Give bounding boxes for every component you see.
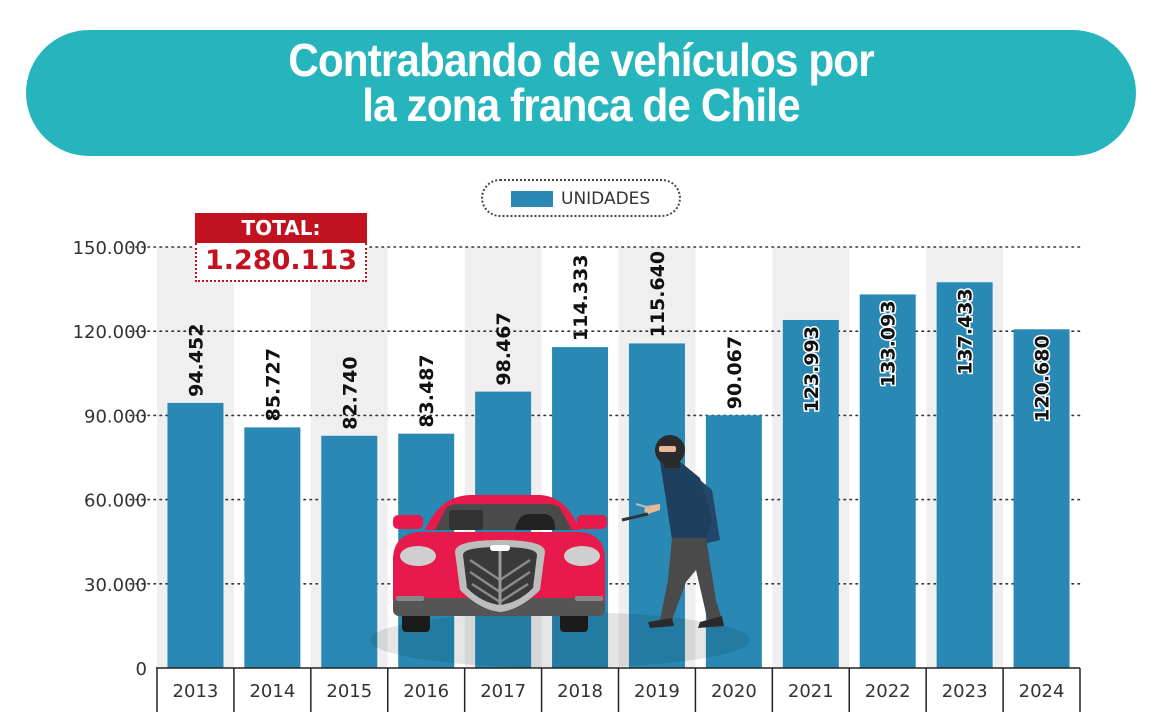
legend-label: UNIDADES — [561, 189, 651, 209]
x-tick-label: 2022 — [865, 681, 911, 702]
red-car-icon — [393, 495, 607, 632]
legend-swatch — [511, 191, 553, 207]
y-axis-ticks: 0 30.000 60.000 90.000 120.000 150.000 — [73, 238, 147, 680]
x-axis — [156, 667, 1081, 712]
value-label: 114.333 — [570, 255, 592, 342]
value-label: 120.680 — [1032, 335, 1054, 422]
value-labels: 94.452 85.727 82.740 83.487 98.467 114.333 115… — [185, 251, 1055, 430]
y-tick-label: 60.000 — [84, 491, 147, 512]
total-label: TOTAL: — [195, 213, 367, 243]
total-value: 1.280.113 — [195, 243, 367, 282]
y-tick-label: 0 — [136, 659, 147, 680]
x-tick-label: 2018 — [557, 681, 603, 702]
x-tick-label: 2017 — [480, 681, 526, 702]
value-label: 83.487 — [416, 354, 438, 427]
x-tick-label: 2014 — [249, 681, 295, 702]
x-tick-label: 2013 — [173, 681, 219, 702]
bar-2024 — [1013, 329, 1070, 668]
value-label: 94.452 — [185, 324, 207, 397]
value-label: 98.467 — [493, 312, 515, 385]
x-tick-label: 2016 — [403, 681, 449, 702]
title-line-1: Contrabando de vehículos por — [288, 34, 875, 86]
value-label: 115.640 — [647, 251, 669, 338]
bar-2023 — [936, 282, 993, 668]
masked-thief-icon — [621, 435, 724, 628]
x-axis-tick-labels: 2013 2014 2015 2016 2017 2018 2019 2020 2021 2022… — [173, 681, 1065, 702]
x-tick-label: 2021 — [788, 681, 834, 702]
x-tick-label: 2015 — [326, 681, 372, 702]
chart-title: Contrabando de vehículos por la zona fra… — [70, 34, 1091, 131]
value-label: 137.433 — [955, 288, 977, 375]
illustration — [370, 435, 750, 668]
y-tick-label: 30.000 — [84, 575, 147, 596]
y-tick-label: 150.000 — [73, 238, 147, 259]
value-label: 82.740 — [339, 356, 361, 429]
value-label: 90.067 — [724, 336, 746, 409]
value-label: 123.993 — [801, 326, 823, 413]
x-tick-label: 2019 — [634, 681, 680, 702]
bar-2021 — [782, 319, 839, 668]
bar-2015 — [321, 435, 378, 668]
x-tick-label: 2020 — [711, 681, 757, 702]
y-tick-label: 90.000 — [84, 406, 147, 427]
bar-2014 — [244, 427, 301, 668]
bar-2013 — [167, 402, 224, 668]
x-tick-label: 2023 — [942, 681, 988, 702]
title-line-2: la zona franca de Chile — [362, 79, 800, 131]
x-tick-label: 2024 — [1019, 681, 1065, 702]
y-tick-label: 120.000 — [73, 322, 147, 343]
title-banner — [26, 30, 1136, 156]
value-label: 133.093 — [878, 300, 900, 387]
value-label: 85.727 — [262, 348, 284, 421]
bar-2022 — [859, 294, 916, 668]
legend: UNIDADES — [481, 179, 681, 217]
